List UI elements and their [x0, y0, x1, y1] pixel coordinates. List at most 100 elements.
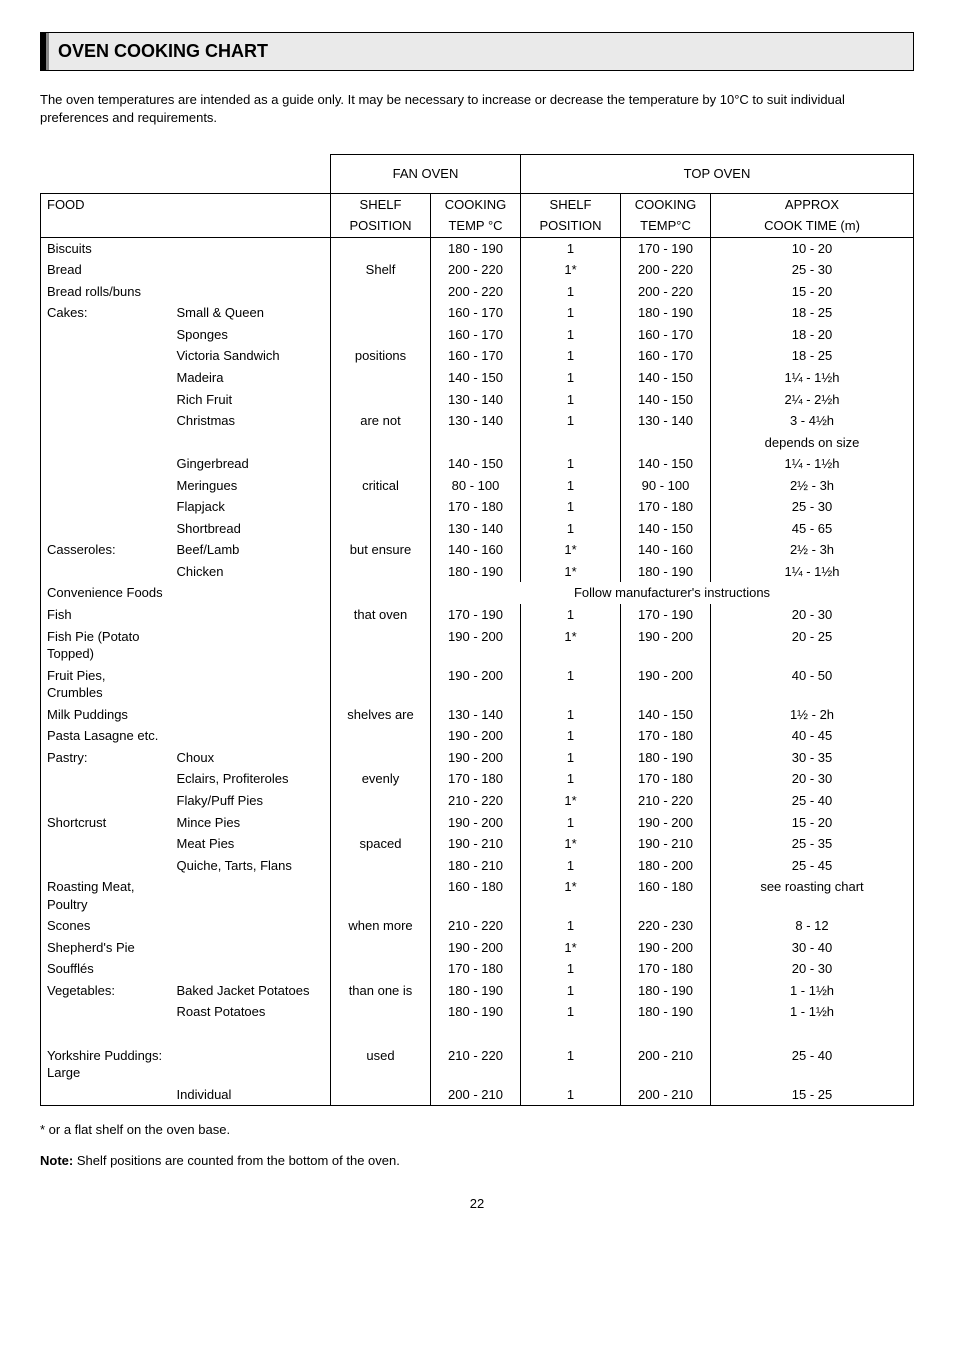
food-secondary: Roast Potatoes	[171, 1001, 331, 1023]
top-temp: 190 - 210	[621, 833, 711, 855]
table-row: Flaky/Puff Pies210 - 2201*210 - 22025 - …	[41, 790, 914, 812]
food-primary	[41, 389, 171, 411]
food-primary: Soufflés	[41, 958, 171, 980]
col-cooktime: COOK TIME (m)	[711, 215, 914, 237]
table-row: Gingerbread140 - 1501140 - 1501¼ - 1½h	[41, 453, 914, 475]
top-temp: 140 - 150	[621, 704, 711, 726]
table-row: Meringuescritical80 - 100190 - 1002½ - 3…	[41, 475, 914, 497]
top-temp: 170 - 190	[621, 237, 711, 259]
top-shelf: 1	[521, 496, 621, 518]
fan-shelf-cell: than one is	[331, 980, 431, 1002]
fan-shelf-cell	[331, 747, 431, 769]
cook-time: 18 - 25	[711, 345, 914, 367]
fan-temp: 160 - 170	[431, 324, 521, 346]
table-row: Madeira140 - 1501140 - 1501¼ - 1½h	[41, 367, 914, 389]
fan-shelf-cell	[331, 432, 431, 454]
table-row: Soufflés170 - 1801170 - 18020 - 30	[41, 958, 914, 980]
food-secondary	[171, 259, 331, 281]
fan-shelf-cell	[331, 582, 431, 604]
table-row: Rich Fruit130 - 1401140 - 1502¼ - 2½h	[41, 389, 914, 411]
top-shelf: 1	[521, 915, 621, 937]
fan-shelf-cell: Shelf	[331, 259, 431, 281]
fan-temp: 190 - 200	[431, 747, 521, 769]
cook-time: 15 - 25	[711, 1084, 914, 1106]
top-temp: 140 - 150	[621, 453, 711, 475]
fan-temp: 130 - 140	[431, 410, 521, 432]
fan-shelf-cell	[331, 281, 431, 303]
cook-time: 20 - 30	[711, 604, 914, 626]
cook-time: 40 - 45	[711, 725, 914, 747]
convenience-text: Follow manufacturer's instructions	[431, 582, 914, 604]
fan-temp: 140 - 160	[431, 539, 521, 561]
top-temp: 180 - 190	[621, 1001, 711, 1023]
top-shelf: 1	[521, 604, 621, 626]
col-tempc: TEMP°C	[621, 215, 711, 237]
cook-time: 8 - 12	[711, 915, 914, 937]
fan-temp: 190 - 200	[431, 812, 521, 834]
top-temp: 140 - 150	[621, 518, 711, 540]
top-shelf: 1*	[521, 539, 621, 561]
fan-shelf-cell: spaced	[331, 833, 431, 855]
table-row: Milk Puddingsshelves are130 - 1401140 - …	[41, 704, 914, 726]
table-row: Fishthat oven170 - 1901170 - 19020 - 30	[41, 604, 914, 626]
cook-time: depends on size	[711, 432, 914, 454]
top-temp	[621, 432, 711, 454]
top-temp: 190 - 200	[621, 812, 711, 834]
fan-temp: 140 - 150	[431, 367, 521, 389]
cook-time: 30 - 40	[711, 937, 914, 959]
top-temp: 210 - 220	[621, 790, 711, 812]
top-shelf: 1	[521, 1045, 621, 1084]
food-secondary: Individual	[171, 1084, 331, 1106]
food-primary: Vegetables:	[41, 980, 171, 1002]
top-shelf: 1*	[521, 790, 621, 812]
cook-time: 15 - 20	[711, 812, 914, 834]
fan-shelf-cell	[331, 937, 431, 959]
cook-time: 40 - 50	[711, 665, 914, 704]
top-shelf: 1	[521, 725, 621, 747]
fan-shelf-cell: positions	[331, 345, 431, 367]
food-primary: Milk Puddings	[41, 704, 171, 726]
fan-shelf-cell	[331, 665, 431, 704]
food-primary: Cakes:	[41, 302, 171, 324]
table-row: Chicken180 - 1901*180 - 1901¼ - 1½h	[41, 561, 914, 583]
table-row: Yorkshire Puddings: Largeused210 - 22012…	[41, 1045, 914, 1084]
fan-temp: 160 - 170	[431, 302, 521, 324]
food-primary	[41, 367, 171, 389]
food-primary: Pasta Lasagne etc.	[41, 725, 171, 747]
col-temp: TEMP °C	[431, 215, 521, 237]
food-primary: Yorkshire Puddings: Large	[41, 1045, 171, 1084]
fan-temp: 130 - 140	[431, 389, 521, 411]
food-secondary	[171, 958, 331, 980]
top-shelf: 1	[521, 958, 621, 980]
note-bold: Note:	[40, 1153, 73, 1168]
food-secondary	[171, 704, 331, 726]
top-temp: 170 - 180	[621, 725, 711, 747]
top-shelf: 1*	[521, 833, 621, 855]
convenience-label: Convenience Foods	[41, 582, 331, 604]
food-primary: Biscuits	[41, 237, 171, 259]
top-temp: 140 - 160	[621, 539, 711, 561]
top-temp: 160 - 170	[621, 324, 711, 346]
table-row: Roasting Meat, Poultry160 - 1801*160 - 1…	[41, 876, 914, 915]
table-row: Meat Piesspaced190 - 2101*190 - 21025 - …	[41, 833, 914, 855]
top-temp: 140 - 150	[621, 367, 711, 389]
footnote-asterisk: * or a flat shelf on the oven base.	[40, 1122, 914, 1137]
table-row: ShortcrustMince Pies190 - 2001190 - 2001…	[41, 812, 914, 834]
fan-temp: 190 - 200	[431, 725, 521, 747]
food-secondary: Meringues	[171, 475, 331, 497]
table-row: Roast Potatoes180 - 1901180 - 1901 - 1½h	[41, 1001, 914, 1023]
top-shelf: 1	[521, 665, 621, 704]
top-temp: 180 - 190	[621, 747, 711, 769]
top-temp: 200 - 210	[621, 1084, 711, 1106]
fan-temp: 180 - 190	[431, 1001, 521, 1023]
fan-temp	[431, 432, 521, 454]
food-primary	[41, 768, 171, 790]
fan-temp: 170 - 180	[431, 768, 521, 790]
food-primary: Bread rolls/buns	[41, 281, 171, 303]
food-secondary: Victoria Sandwich	[171, 345, 331, 367]
food-secondary: Baked Jacket Potatoes	[171, 980, 331, 1002]
top-shelf: 1	[521, 367, 621, 389]
food-secondary	[171, 876, 331, 915]
top-temp: 190 - 200	[621, 665, 711, 704]
fan-shelf-cell	[331, 1001, 431, 1023]
